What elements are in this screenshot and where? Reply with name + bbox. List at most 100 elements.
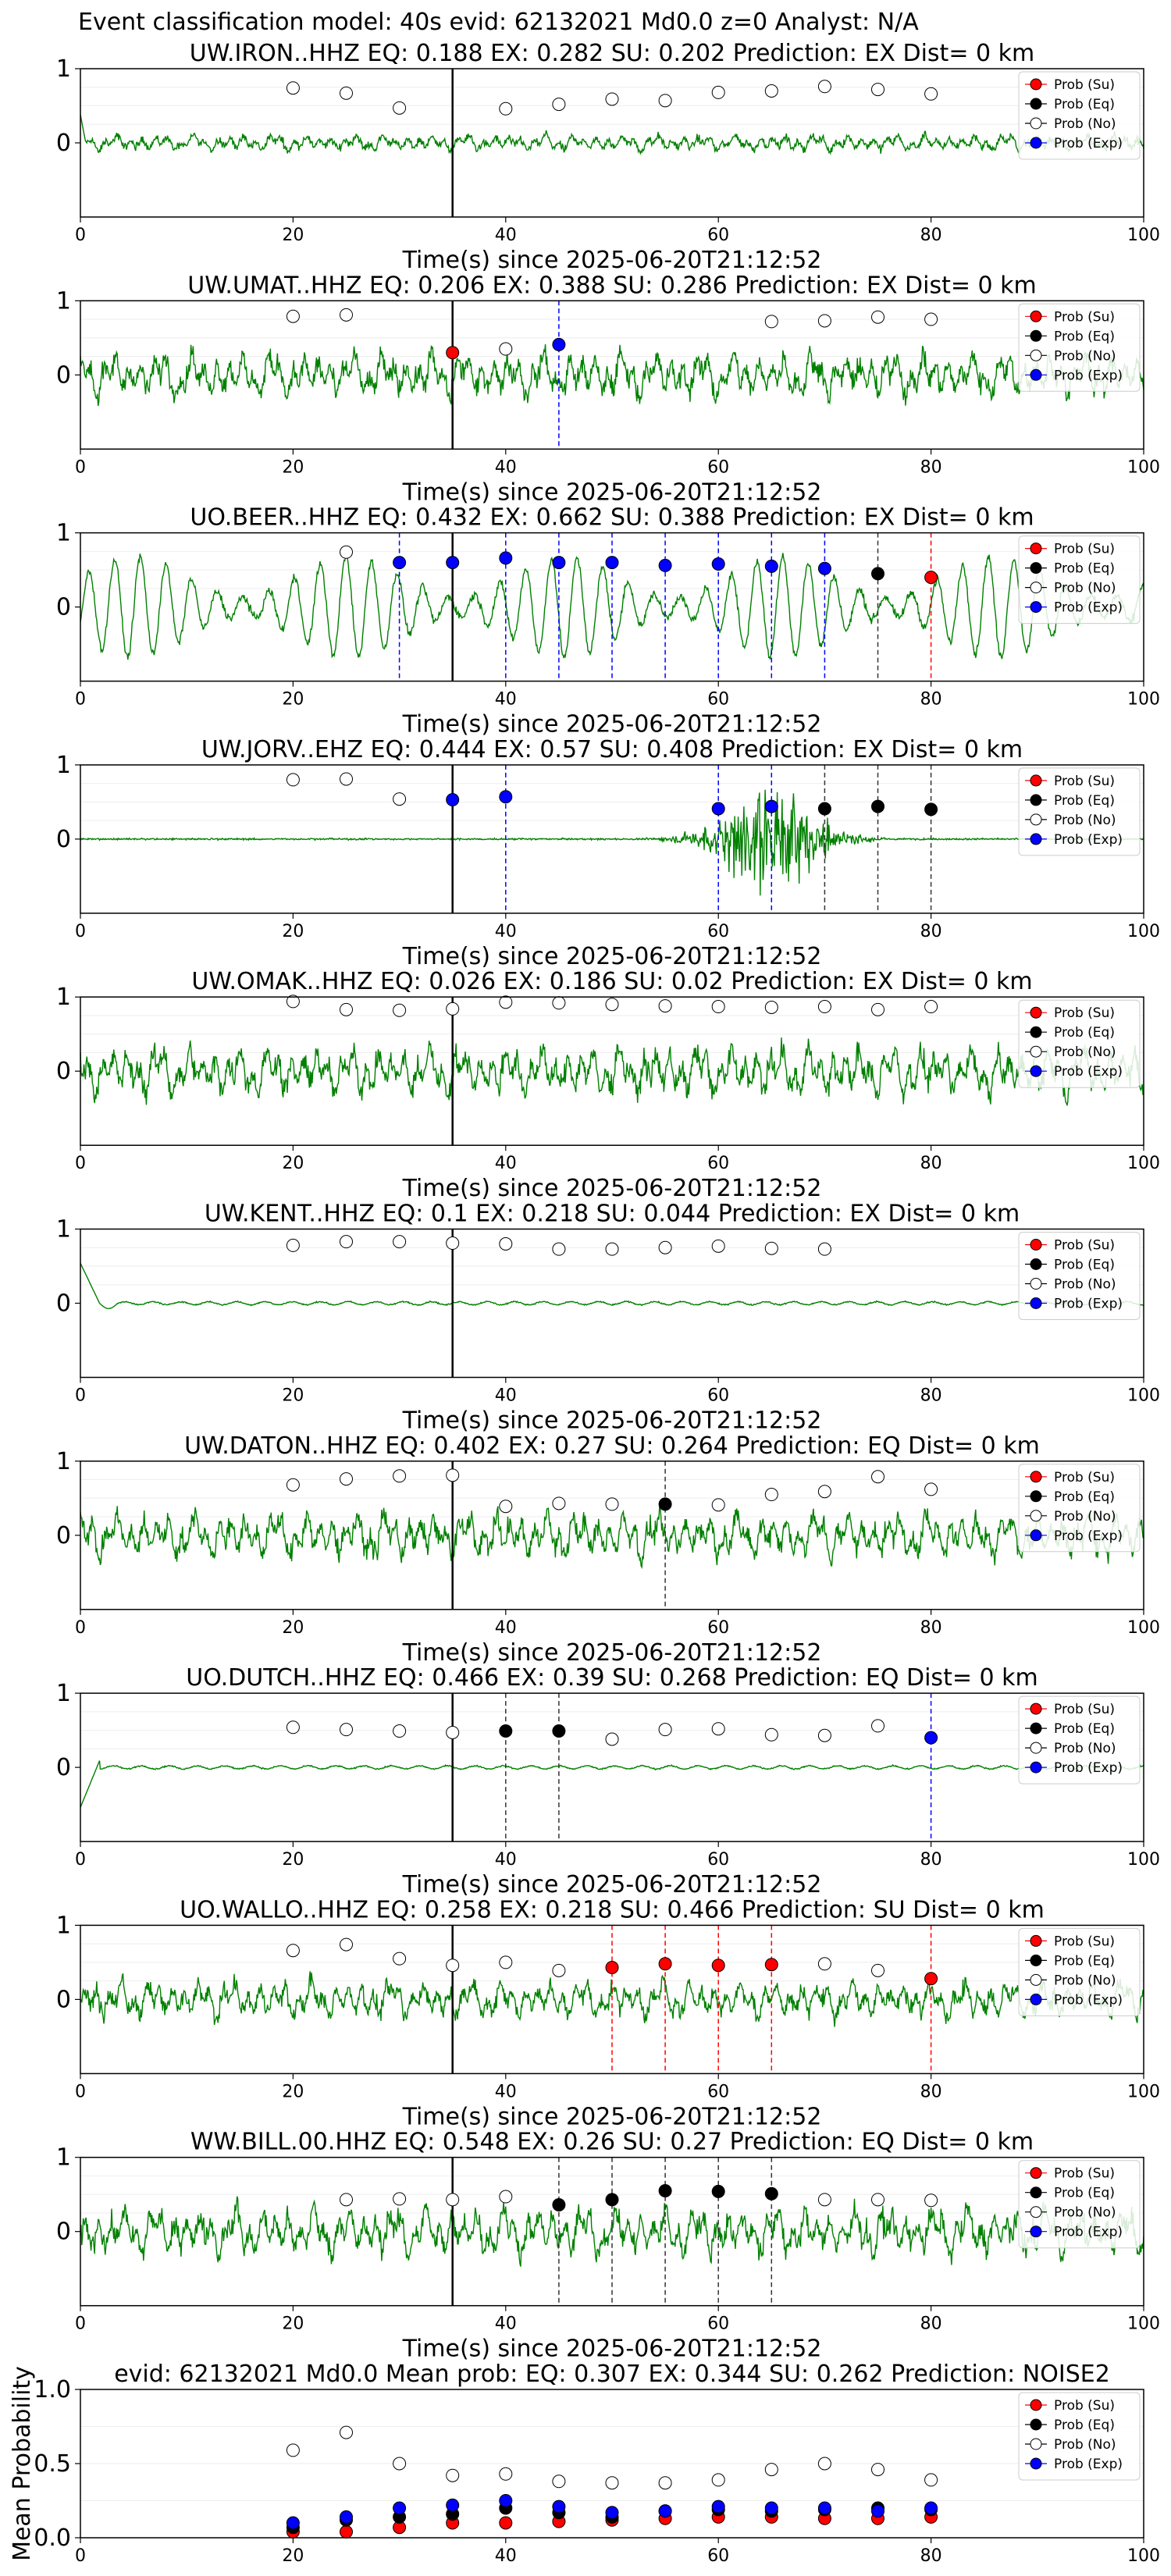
prob-marker-exp [393, 556, 407, 570]
legend-marker-eq [1030, 1490, 1042, 1503]
x-tick-label: 0 [75, 1154, 86, 1173]
prob-marker-no [340, 2193, 353, 2207]
x-tick-label: 100 [1127, 1618, 1160, 1638]
mean-probability-panel: evid: 62132021 Md0.0 Mean prob: EQ: 0.30… [9, 2361, 1160, 2566]
legend: Prob (Su) Prob (Eq) Prob (No) Prob (Exp) [1018, 71, 1141, 160]
prob-marker-su [924, 571, 938, 585]
legend-box [1018, 71, 1141, 160]
legend: Prob (Su) Prob (Eq) Prob (No) Prob (Exp) [1018, 1927, 1141, 2016]
prob-marker-eq [552, 1724, 566, 1738]
legend-marker-exp [1030, 2226, 1042, 2238]
prob-marker-no [871, 83, 884, 97]
x-axis-label: Time(s) since 2025-06-20T21:12:52 [402, 1175, 822, 1202]
mean-prob-marker-no [393, 2457, 407, 2471]
legend-label-exp: Prob (Exp) [1054, 136, 1123, 151]
prob-marker-eq [924, 802, 938, 817]
panel-title: UW.DATON..HHZ EQ: 0.402 EX: 0.27 SU: 0.2… [184, 1432, 1040, 1460]
y-tick-label: 0 [56, 2218, 71, 2246]
prob-marker-no [286, 309, 300, 323]
prob-marker-no [552, 1963, 566, 1977]
mean-prob-marker-exp [552, 2500, 566, 2514]
legend-label-no: Prob (No) [1054, 581, 1116, 596]
legend-marker-exp [1030, 368, 1042, 381]
seismogram-trace [80, 1505, 1144, 1570]
legend-box [1018, 999, 1141, 1088]
prob-marker-eq [871, 567, 884, 581]
legend-marker-no [1030, 1045, 1042, 1058]
prob-marker-no [286, 773, 300, 787]
prob-marker-no [446, 1236, 460, 1251]
prob-marker-no [605, 92, 619, 106]
prob-marker-no [499, 342, 513, 356]
prob-marker-no [340, 1472, 353, 1486]
x-tick-label: 80 [920, 457, 942, 477]
legend-label-su: Prob (Su) [1054, 1470, 1115, 1485]
mean-prob-marker-su [340, 2524, 353, 2539]
prob-marker-no [340, 545, 353, 559]
legend-marker-eq [1030, 1026, 1042, 1038]
prob-marker-no [711, 1239, 725, 1253]
legend-label-no: Prob (No) [1054, 1044, 1116, 1060]
legend-marker-eq [1030, 794, 1042, 806]
x-tick-label: 40 [495, 2314, 517, 2334]
x-tick-label: 40 [495, 690, 517, 710]
legend-label-no: Prob (No) [1054, 116, 1116, 132]
legend-marker-su [1030, 1239, 1042, 1251]
legend-label-exp: Prob (Exp) [1054, 1528, 1123, 1544]
prob-marker-no [924, 2194, 938, 2208]
prob-marker-no [817, 1000, 831, 1014]
legend-label-exp: Prob (Exp) [1054, 1760, 1123, 1776]
prob-marker-no [393, 101, 407, 115]
x-tick-label: 20 [282, 457, 304, 477]
legend-marker-no [1030, 2206, 1042, 2218]
y-tick-label: 0.5 [34, 2450, 71, 2478]
prob-marker-exp [605, 556, 619, 570]
prob-marker-no [393, 1003, 407, 1017]
y-axis-label: Mean Probability [9, 2366, 36, 2561]
prob-marker-eq [552, 2198, 566, 2211]
x-tick-label: 60 [707, 1154, 729, 1173]
prob-marker-no [499, 101, 513, 116]
legend-label-exp: Prob (Exp) [1054, 368, 1123, 383]
legend: Prob (Su) Prob (Eq) Prob (No) Prob (Exp) [1018, 1695, 1141, 1784]
x-tick-label: 60 [707, 226, 729, 245]
x-axis-label: Time(s) since 2025-06-20T21:12:52 [402, 1639, 822, 1667]
legend-marker-su [1030, 78, 1042, 91]
prob-marker-exp [658, 558, 672, 572]
prob-marker-no [764, 84, 778, 98]
x-tick-label: 100 [1127, 2314, 1160, 2334]
prob-marker-no [340, 308, 353, 322]
prob-marker-no [711, 85, 725, 99]
x-tick-label: 60 [707, 457, 729, 477]
x-tick-label: 40 [495, 2546, 517, 2566]
prob-marker-no [393, 1235, 407, 1249]
panel-title: UW.IRON..HHZ EQ: 0.188 EX: 0.282 SU: 0.2… [190, 40, 1034, 67]
prob-marker-eq [658, 1497, 672, 1511]
panel-title: UW.JORV..EHZ EQ: 0.444 EX: 0.57 SU: 0.40… [201, 736, 1023, 763]
legend-box [1018, 2392, 1141, 2481]
legend-marker-eq [1030, 2186, 1042, 2199]
legend-label-su: Prob (Su) [1054, 1702, 1115, 1717]
prob-marker-no [658, 1723, 672, 1737]
station-panel: UW.UMAT..HHZ EQ: 0.206 EX: 0.388 SU: 0.2… [56, 272, 1160, 506]
prob-marker-no [924, 1482, 938, 1496]
x-tick-label: 0 [75, 2082, 86, 2101]
legend-marker-no [1030, 117, 1042, 130]
legend-label-no: Prob (No) [1054, 1973, 1116, 1988]
legend-marker-exp [1030, 1065, 1042, 1077]
prob-marker-su [605, 1961, 619, 1975]
prob-marker-eq [764, 2186, 778, 2201]
legend-marker-su [1030, 774, 1042, 787]
legend-box [1018, 1927, 1141, 2016]
legend: Prob (Su) Prob (Eq) Prob (No) Prob (Exp) [1018, 1232, 1141, 1320]
legend-marker-eq [1030, 1954, 1042, 1966]
prob-marker-no [605, 1497, 619, 1511]
prob-marker-su [711, 1959, 725, 1973]
y-tick-label: 1 [56, 2144, 71, 2172]
prob-marker-no [764, 1488, 778, 1502]
legend-label-su: Prob (Su) [1054, 774, 1115, 789]
prob-marker-exp [499, 551, 513, 565]
x-tick-label: 0 [75, 922, 86, 941]
station-panel: WW.BILL.00.HHZ EQ: 0.548 EX: 0.26 SU: 0.… [56, 2129, 1160, 2363]
mean-prob-marker-no [552, 2475, 566, 2489]
